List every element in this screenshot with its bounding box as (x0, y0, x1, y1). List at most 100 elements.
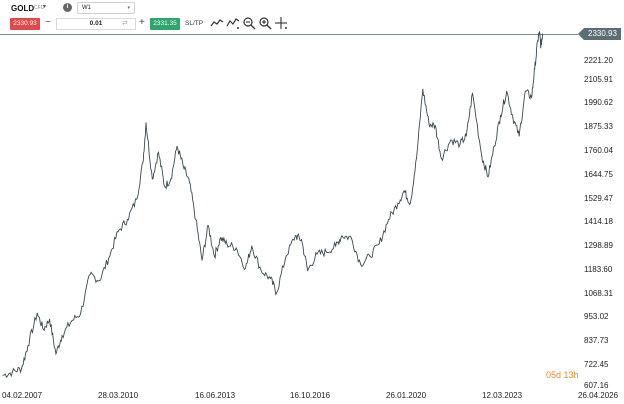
price-point (403, 190, 405, 192)
swap-icon[interactable]: ⇄ (122, 20, 128, 27)
price-point (245, 267, 246, 269)
price-point (397, 202, 399, 204)
current-price-line (0, 34, 578, 35)
price-point (145, 122, 147, 124)
y-tick-label: 837.73 (584, 336, 609, 345)
line-chart-icon[interactable] (210, 16, 224, 30)
price-point (493, 145, 495, 147)
price-point (27, 345, 29, 347)
price-point (61, 335, 63, 337)
price-point (531, 96, 533, 98)
price-point (170, 178, 172, 180)
price-point (294, 235, 296, 237)
quantity-input[interactable]: 0.01 (56, 18, 136, 30)
price-point (518, 135, 520, 137)
price-point (195, 219, 197, 220)
y-tick-label: 1414.18 (584, 217, 613, 226)
x-tick-label: 26.04.2026 (578, 391, 619, 400)
toolbar: GOLD CFD ▾ i W1 ▾ 2330.93 − 0.01 ⇄ + 233… (0, 0, 624, 36)
price-point (176, 145, 178, 147)
timeframe-select[interactable]: W1 ▾ (77, 2, 135, 14)
price-point (409, 202, 411, 204)
price-point (235, 247, 237, 249)
price-point (151, 178, 153, 180)
price-point (70, 320, 72, 322)
price-point (189, 182, 191, 184)
price-point (42, 328, 44, 330)
y-tick-label: 722.45 (584, 360, 609, 369)
symbol-name[interactable]: GOLD (11, 4, 35, 13)
y-tick-label: 953.02 (584, 312, 609, 321)
y-tick-label: 1068.31 (584, 289, 613, 298)
symbol-dropdown-icon[interactable]: ▾ (43, 4, 47, 10)
decrease-quantity-button[interactable]: − (45, 17, 51, 28)
y-tick-label: 1298.89 (584, 241, 613, 250)
indicators-icon[interactable] (226, 16, 240, 30)
y-tick-label: 1760.04 (584, 146, 613, 155)
price-point (487, 176, 489, 178)
price-point (512, 117, 514, 119)
y-tick-label: 2105.91 (584, 75, 613, 84)
price-point (325, 251, 327, 253)
price-point (369, 255, 371, 257)
timeframe-value: W1 (82, 5, 91, 11)
price-point (388, 219, 390, 220)
price-point (500, 115, 501, 117)
price-point (220, 237, 222, 239)
price-point (207, 225, 209, 227)
price-point (307, 269, 309, 271)
price-point (108, 257, 110, 259)
price-point (416, 157, 417, 159)
price-point (537, 39, 539, 41)
price-point (226, 243, 228, 245)
y-tick-label: 1644.75 (584, 170, 613, 179)
price-point (201, 259, 203, 261)
price-point (360, 263, 362, 265)
increase-quantity-button[interactable]: + (139, 17, 145, 28)
price-point (335, 245, 337, 247)
price-point (465, 135, 467, 137)
y-tick-label: 1183.60 (584, 265, 613, 274)
x-tick-label: 26.01.2020 (386, 391, 427, 400)
symbol-type: CFD (34, 5, 45, 11)
sell-button[interactable]: 2330.93 (10, 18, 40, 30)
y-tick-label: 1990.62 (584, 98, 613, 107)
price-point (350, 237, 352, 239)
info-icon[interactable]: i (63, 3, 72, 12)
price-point (136, 198, 138, 200)
price-point (506, 90, 508, 92)
price-tag-pointer (578, 28, 584, 40)
price-point (213, 255, 215, 257)
price-point (142, 162, 144, 163)
sl-tp-button[interactable]: SL/TP (185, 20, 204, 27)
price-point (276, 292, 278, 294)
x-tick-label: 16.10.2016 (290, 391, 331, 400)
price-point (472, 92, 473, 94)
price-point (534, 68, 536, 70)
price-point (98, 280, 100, 282)
zoom-in-icon[interactable] (258, 16, 272, 30)
price-point (538, 31, 540, 33)
current-price-tag: 2330.93 (584, 28, 621, 40)
price-point (459, 143, 461, 145)
y-tick-label: 1529.47 (584, 194, 613, 203)
price-point (440, 157, 442, 159)
price-point (182, 166, 184, 167)
price-point (164, 186, 166, 188)
price-point (285, 255, 287, 257)
crosshair-icon[interactable] (274, 16, 288, 30)
y-tick-label: 607.16 (584, 381, 609, 390)
price-point (269, 278, 271, 279)
price-point (2, 374, 4, 376)
zoom-out-icon[interactable] (242, 16, 256, 30)
price-point (158, 151, 159, 153)
price-point (301, 239, 302, 241)
buy-button[interactable]: 2331.35 (150, 18, 180, 30)
price-point (524, 90, 526, 92)
x-tick-label: 12.03.2023 (482, 391, 523, 400)
price-point (434, 125, 436, 127)
x-tick-label: 04.02.2007 (2, 391, 43, 400)
price-point (378, 243, 380, 245)
y-tick-label: 2221.20 (584, 56, 613, 65)
